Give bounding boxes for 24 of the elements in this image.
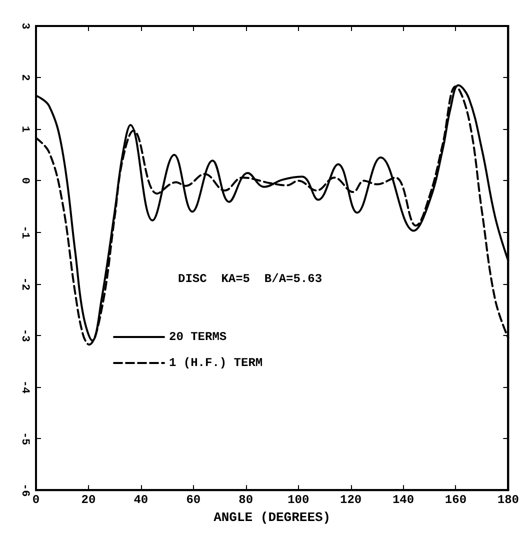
x-tick-label: 180 [497,493,520,508]
x-tick-label: 100 [288,493,310,508]
y-tick-label: -1 [18,226,30,240]
x-tick-label: 120 [340,493,362,508]
y-tick-label: -5 [18,432,30,446]
y-tick-label: -4 [18,380,30,394]
x-axis-title: ANGLE (DEGREES) [214,510,331,525]
x-tick-label: 0 [32,493,40,508]
y-tick-label: 3 [18,22,30,30]
y-tick-label: 1 [18,126,30,133]
y-tick-label: 2 [18,74,30,81]
x-tick-label: 40 [134,493,148,508]
y-tick-label: -2 [18,277,30,290]
legend-label: 20 TERMS [169,330,227,344]
x-tick-label: 80 [238,493,254,508]
y-tick-label: 0 [18,177,30,184]
x-tick-label: 60 [186,493,201,508]
x-tick-label: 160 [444,493,467,508]
legend-label: 1 (H.F.) TERM [169,356,263,370]
annotation: DISC KA=5 B/A=5.63 [178,272,322,286]
x-tick-label: 140 [392,493,414,508]
y-tick-label: -6 [18,484,30,497]
y-tick-label: -3 [18,328,30,342]
x-tick-label: 20 [81,493,96,508]
